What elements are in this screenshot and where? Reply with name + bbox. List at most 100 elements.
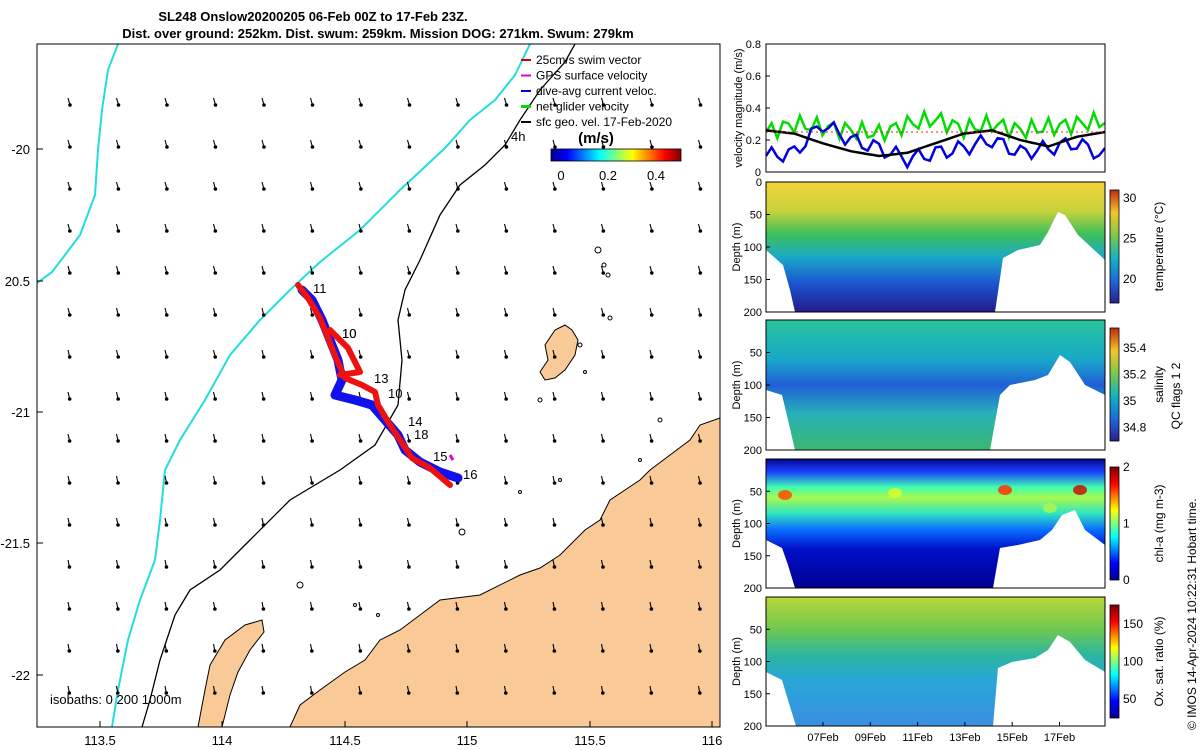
- current-vector-head: [649, 565, 654, 569]
- depth-axis-label: Depth (m): [731, 637, 743, 686]
- colorbar-tick-label: 25: [1123, 231, 1137, 245]
- current-vector-head: [261, 565, 266, 569]
- current-vector-head: [310, 103, 315, 107]
- current-vector-head: [310, 355, 315, 359]
- current-vector-head: [504, 439, 508, 443]
- current-vector-head: [552, 565, 557, 569]
- current-vector-head: [68, 103, 72, 107]
- current-vector-head: [358, 313, 363, 317]
- colorbar-label: Ox. sat. ratio (%): [1152, 616, 1166, 706]
- time-tick-label: 09Feb: [855, 732, 886, 744]
- current-vector-head: [552, 649, 557, 653]
- current-vector-head: [504, 145, 509, 149]
- current-vector-head: [504, 523, 508, 527]
- current-vector-head: [359, 271, 363, 275]
- current-vector-head: [164, 607, 169, 611]
- current-vector-head: [504, 355, 509, 359]
- current-vector-head: [68, 187, 72, 191]
- colorbar-tick-label: 1: [1123, 517, 1130, 531]
- map-x-tick-label: 114.5: [329, 733, 361, 748]
- depth-tick-label: 100: [744, 657, 762, 669]
- current-vector-head: [407, 103, 412, 107]
- depth-tick-label: 200: [744, 445, 762, 457]
- current-vector-head: [165, 145, 169, 149]
- velocity-series-line: [766, 129, 1105, 158]
- current-vector-head: [213, 145, 218, 149]
- depth-tick-label: 0: [756, 177, 762, 189]
- current-vector-head: [407, 355, 412, 359]
- colorbar-label: temperature (°C): [1152, 202, 1166, 292]
- current-vector-head: [698, 229, 703, 233]
- colorbar-tick-label: 20: [1123, 272, 1137, 286]
- current-vector-head: [310, 271, 315, 275]
- current-vector-head: [649, 691, 654, 695]
- current-vector-head: [407, 145, 412, 149]
- current-vector-head: [504, 313, 509, 317]
- depth-tick-label: 150: [744, 413, 762, 425]
- legend-label: dive-avg current veloc.: [536, 84, 657, 98]
- salinity-panel: [765, 319, 1106, 451]
- legend-label: net glider velocity: [536, 100, 629, 114]
- map-y-tick-label: -21.5: [0, 536, 30, 551]
- current-vector-head: [116, 103, 121, 107]
- current-vector-head: [698, 691, 702, 695]
- current-vector-head: [164, 397, 169, 401]
- current-vector-head: [68, 229, 72, 233]
- qc-flags-label: QC flags 1 2: [1169, 362, 1183, 429]
- chla-blooms: [778, 485, 1087, 513]
- current-vector-head: [407, 313, 412, 317]
- current-vector-head: [358, 523, 363, 527]
- isobath-legend: isobaths: 0 200 1000m: [50, 692, 182, 707]
- current-vector-head: [698, 187, 703, 191]
- current-vector-head: [164, 313, 169, 317]
- depth-tick-label: 200: [744, 583, 762, 595]
- colorbar-tick-label: 30: [1123, 191, 1137, 205]
- current-vector-head: [553, 271, 557, 275]
- current-vector-head: [455, 313, 460, 317]
- current-vector-head: [552, 313, 557, 317]
- depth-tick-label: 150: [744, 275, 762, 287]
- velocity-y-tick-label: 0.2: [746, 135, 761, 147]
- current-vector-head: [213, 439, 217, 443]
- current-vector-head: [164, 439, 169, 443]
- velocity-y-tick-label: 0.6: [746, 71, 761, 83]
- current-vector-head: [213, 481, 217, 485]
- current-vector-head: [407, 481, 411, 485]
- current-vector-head: [455, 397, 460, 401]
- section-colorbar: [1109, 466, 1120, 581]
- map-x-tick-label: 115: [457, 733, 478, 748]
- chla-bloom: [998, 485, 1012, 495]
- current-vector-head: [552, 607, 557, 611]
- current-vector-head: [358, 607, 363, 611]
- current-vector-head: [407, 397, 411, 401]
- current-vector-head: [698, 271, 703, 275]
- colorbar-tick-label: 150: [1123, 617, 1143, 631]
- current-vector-head: [164, 565, 169, 569]
- current-vector-head: [213, 691, 217, 695]
- current-vector-head: [553, 145, 557, 149]
- current-vector-head: [552, 481, 557, 485]
- current-vector-head: [116, 187, 121, 191]
- track-day-label: 10: [342, 326, 356, 341]
- colorbar-label: chl-a (mg m-3): [1152, 484, 1166, 562]
- current-vector-head: [67, 481, 72, 485]
- current-vector-head: [456, 271, 460, 275]
- current-vector-head: [116, 355, 120, 359]
- oxygen-field: [766, 597, 1105, 726]
- current-vector-head: [504, 481, 508, 485]
- depth-tick-label: 100: [744, 242, 762, 254]
- current-vector-head: [310, 313, 315, 317]
- current-vector-head: [601, 523, 605, 527]
- current-vector-head: [504, 187, 509, 191]
- current-vector-head: [504, 103, 509, 107]
- current-vector-head: [213, 649, 217, 653]
- current-vector-head: [601, 481, 605, 485]
- current-vector-head: [261, 397, 266, 401]
- current-vector-head: [165, 187, 169, 191]
- current-vector-head: [310, 565, 314, 569]
- depth-tick-label: 100: [744, 519, 762, 531]
- current-vector-head: [67, 691, 72, 695]
- current-vector-head: [116, 229, 121, 233]
- current-vector-head: [262, 229, 266, 233]
